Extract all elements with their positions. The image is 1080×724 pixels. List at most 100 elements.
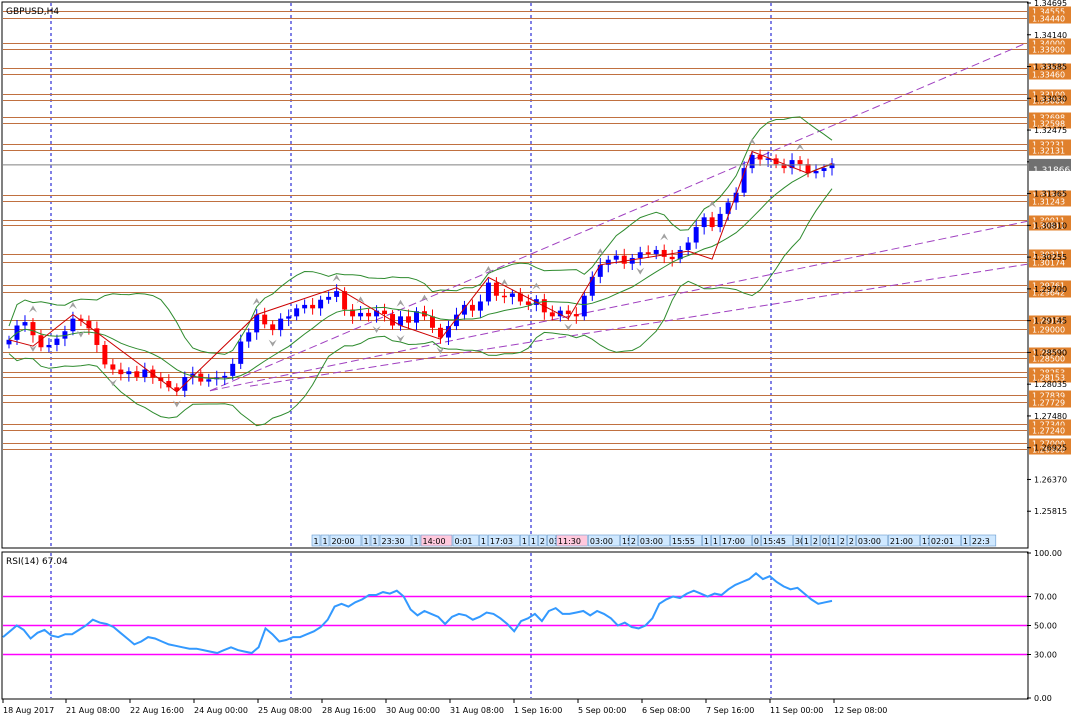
level-price-label: 1.32598	[1032, 120, 1065, 129]
time-badge	[520, 534, 529, 547]
fractal-up-marker	[396, 299, 405, 307]
time-badge-label: 0	[754, 537, 759, 546]
date-axis-label: 1 Sep 16:00	[514, 706, 562, 715]
candle-body	[118, 369, 124, 375]
candle-body	[589, 276, 595, 296]
fractal-up-marker	[68, 302, 77, 310]
time-badge	[961, 534, 970, 547]
level-price-box	[1029, 280, 1071, 291]
date-axis-label: 7 Sep 16:00	[706, 706, 754, 715]
candle-body	[142, 369, 148, 378]
level-price-box	[1029, 44, 1071, 55]
fractal-down-marker	[76, 330, 85, 338]
level-price-box	[1029, 249, 1071, 260]
candle-body	[517, 293, 523, 302]
level-price-box	[1029, 112, 1071, 123]
level-price-label: 1.34555	[1032, 8, 1065, 17]
time-badge-label: 1	[713, 537, 718, 546]
candle-body	[717, 213, 723, 228]
level-price-label: 1.27729	[1032, 399, 1065, 408]
candle-body	[270, 324, 276, 331]
time-badge	[970, 534, 997, 547]
date-axis-label: 30 Aug 00:00	[386, 706, 440, 715]
candle-body	[509, 293, 515, 297]
time-badge-label: 1	[481, 537, 486, 546]
candle-body	[414, 311, 419, 323]
level-price-box	[1029, 324, 1071, 335]
time-badge-label: 1	[531, 537, 536, 546]
candle-body	[382, 310, 388, 315]
time-badge	[379, 534, 412, 547]
candle-body	[613, 255, 619, 260]
level-price-label: 1.29000	[1032, 326, 1065, 335]
level-price-box	[1029, 353, 1071, 364]
candle-body	[437, 327, 443, 338]
time-badge-label: 1	[414, 537, 419, 546]
level-price-label: 1.31343	[1032, 192, 1065, 201]
candle-body	[733, 192, 739, 203]
date-axis-label: 6 Sep 08:00	[642, 706, 690, 715]
time-badge	[547, 534, 556, 547]
candle-body	[461, 304, 467, 315]
candle-body	[334, 291, 340, 297]
level-price-box	[1029, 347, 1071, 358]
time-badge-label: 1	[522, 537, 527, 546]
time-badge	[411, 534, 421, 547]
time-badge-label: 1	[963, 537, 968, 546]
candle-body	[86, 320, 92, 329]
level-price-label: 1.29152	[1032, 317, 1065, 326]
time-badge	[711, 534, 720, 547]
candle-body	[54, 338, 60, 345]
price-axis-tick-label: 1.31365	[1034, 190, 1067, 199]
time-badge	[420, 534, 453, 547]
time-badge	[361, 534, 371, 547]
date-axis-label: 25 Aug 08:00	[258, 706, 312, 715]
candle-body	[22, 322, 28, 326]
level-price-label: 1.31243	[1032, 198, 1065, 207]
time-badge	[488, 534, 520, 547]
time-badge	[370, 534, 380, 547]
level-price-label: 1.34000	[1032, 40, 1065, 49]
rsi-axis-tick-label: 50.00	[1034, 622, 1057, 631]
candle-body	[581, 295, 587, 317]
time-badge	[638, 534, 670, 547]
time-badge	[479, 534, 488, 547]
rsi-axis-tick-label: 30.00	[1034, 651, 1057, 660]
level-price-box	[1029, 190, 1071, 201]
fractal-up-marker	[420, 294, 429, 302]
date-axis-label: 5 Sep 00:00	[578, 706, 626, 715]
candle-body	[485, 282, 491, 302]
fractal-down-marker	[372, 325, 381, 333]
price-axis-tick-label: 1.33030	[1034, 94, 1067, 103]
fractal-up-marker	[748, 138, 757, 146]
fractal-down-marker	[108, 379, 117, 387]
fractal-up-marker	[332, 274, 341, 282]
time-badge	[588, 534, 620, 547]
time-badge-label: 14:00	[423, 537, 446, 546]
level-price-box	[1029, 390, 1071, 401]
time-badge-label: 1	[373, 537, 378, 546]
level-price-box	[1029, 220, 1071, 231]
candle-body	[390, 314, 396, 326]
level-price-label: 1.33000	[1032, 97, 1065, 106]
rsi-plot	[2, 553, 1027, 698]
candle-body	[38, 335, 44, 348]
candle-body	[262, 314, 268, 325]
fractal-down-marker	[564, 323, 573, 331]
fractal-up-marker	[500, 279, 509, 287]
main-plot: 1 1 20:00 1 1 23:30 1 14:00 0:01 1 17:03 1 1 2 0311:30…	[3, 3, 1028, 547]
time-badge	[761, 534, 793, 547]
candle-body	[477, 301, 483, 311]
candle-body	[813, 170, 819, 174]
candle-body	[6, 339, 12, 345]
time-badge	[793, 534, 802, 547]
level-price-box	[1029, 118, 1071, 129]
time-badge-label: 2	[540, 537, 545, 546]
candle-body	[166, 381, 172, 388]
level-price-label: 1.32231	[1032, 141, 1065, 150]
time-badge-label: 11:30	[558, 537, 581, 546]
candle-body	[134, 371, 140, 378]
level-price-label: 1.30811	[1032, 222, 1065, 231]
